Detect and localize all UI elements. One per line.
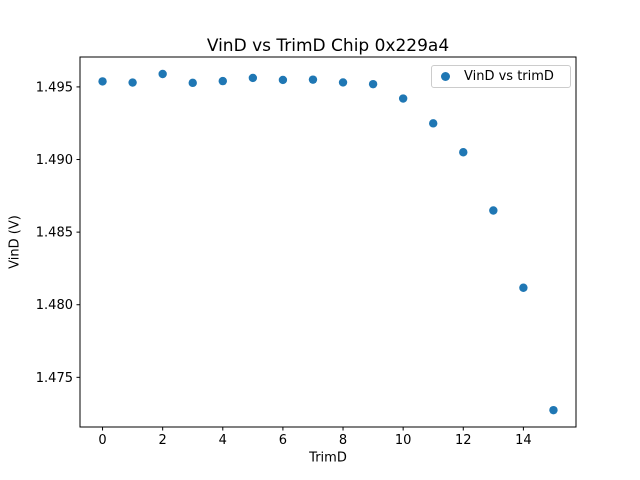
data-point bbox=[489, 206, 498, 215]
y-tick-label: 1.495 bbox=[36, 80, 73, 95]
y-axis-label: VinD (V) bbox=[7, 215, 23, 269]
legend-marker-icon bbox=[441, 72, 450, 81]
data-point bbox=[459, 148, 468, 157]
data-point bbox=[278, 75, 288, 85]
data-point bbox=[248, 73, 258, 83]
y-tick-label: 1.475 bbox=[36, 371, 73, 386]
data-point bbox=[128, 78, 137, 87]
chart-title: VinD vs TrimD Chip 0x229a4 bbox=[206, 36, 450, 56]
axes-frame bbox=[79, 56, 577, 428]
x-tick-label: 12 bbox=[455, 433, 472, 448]
x-axis-label: TrimD bbox=[309, 450, 347, 466]
x-tick-label: 6 bbox=[279, 433, 287, 448]
x-tick-label: 2 bbox=[159, 433, 167, 448]
legend: VinD vs trimD bbox=[431, 65, 571, 88]
data-point bbox=[519, 283, 528, 292]
data-point bbox=[98, 77, 107, 86]
x-tick-label: 0 bbox=[98, 433, 106, 448]
data-point bbox=[188, 78, 197, 88]
data-point bbox=[368, 79, 378, 89]
y-tick-label: 1.485 bbox=[36, 226, 73, 241]
data-point bbox=[308, 75, 318, 84]
data-point bbox=[398, 94, 408, 103]
x-tick-label: 10 bbox=[395, 433, 412, 448]
data-point bbox=[549, 405, 558, 415]
x-tick-label: 14 bbox=[515, 433, 532, 448]
x-tick-label: 8 bbox=[339, 433, 347, 448]
data-point bbox=[218, 76, 227, 86]
data-point bbox=[158, 69, 167, 79]
legend-entry-label: VinD vs trimD bbox=[464, 69, 554, 84]
data-point bbox=[429, 119, 438, 128]
y-tick-label: 1.480 bbox=[36, 298, 73, 313]
data-point bbox=[338, 78, 348, 87]
y-tick-label: 1.490 bbox=[36, 153, 73, 168]
x-tick-label: 4 bbox=[219, 433, 227, 448]
